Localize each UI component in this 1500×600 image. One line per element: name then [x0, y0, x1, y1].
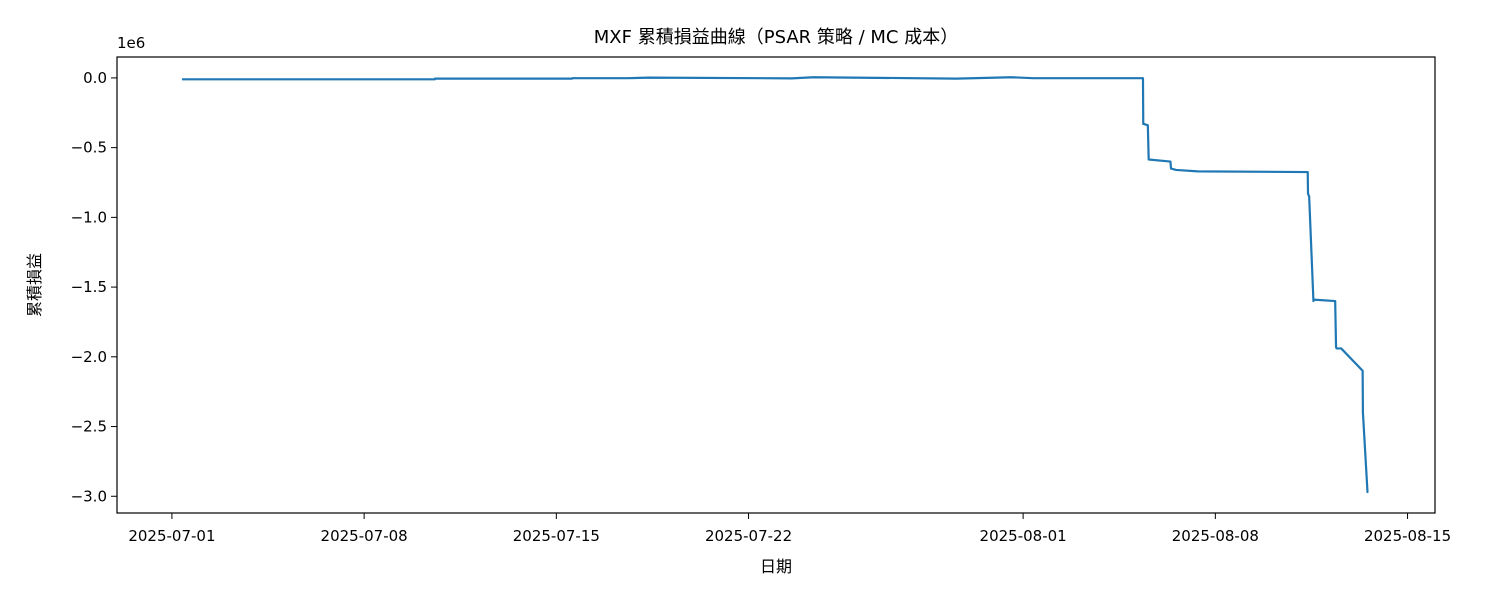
y-tick-label: 0.0: [83, 69, 107, 87]
x-tick-label: 2025-08-01: [980, 527, 1067, 545]
x-axis: 2025-07-01 2025-07-08 2025-07-15 2025-07-22…: [128, 513, 1451, 545]
y-tick-label: −0.5: [71, 139, 107, 157]
x-tick-label: 2025-08-08: [1172, 527, 1259, 545]
x-tick-label: 2025-07-22: [705, 527, 792, 545]
series-lines: [181, 76, 1369, 494]
x-tick-label: 2025-08-15: [1364, 527, 1451, 545]
plot-frame: [116, 56, 1436, 514]
y-axis: 0.0 −0.5 −1.0 −1.5 −2.0 −2.5 −3.0: [71, 69, 117, 505]
y-axis-label: 累積損益: [25, 253, 44, 317]
y-tick-label: −2.5: [71, 418, 107, 436]
x-tick-label: 2025-07-08: [321, 527, 408, 545]
y-tick-label: −1.0: [71, 208, 107, 226]
y-tick-label: −3.0: [71, 487, 107, 505]
y-tick-label: −1.5: [71, 278, 107, 296]
y-axis-offset-label: 1e6: [117, 34, 145, 52]
series-line-0: [181, 76, 1369, 494]
y-tick-label: −2.0: [71, 348, 107, 366]
chart-title: MXF 累積損益曲線（PSAR 策略 / MC 成本）: [594, 27, 958, 48]
x-tick-label: 2025-07-01: [128, 527, 215, 545]
x-axis-label: 日期: [760, 557, 792, 576]
x-tick-label: 2025-07-15: [513, 527, 600, 545]
